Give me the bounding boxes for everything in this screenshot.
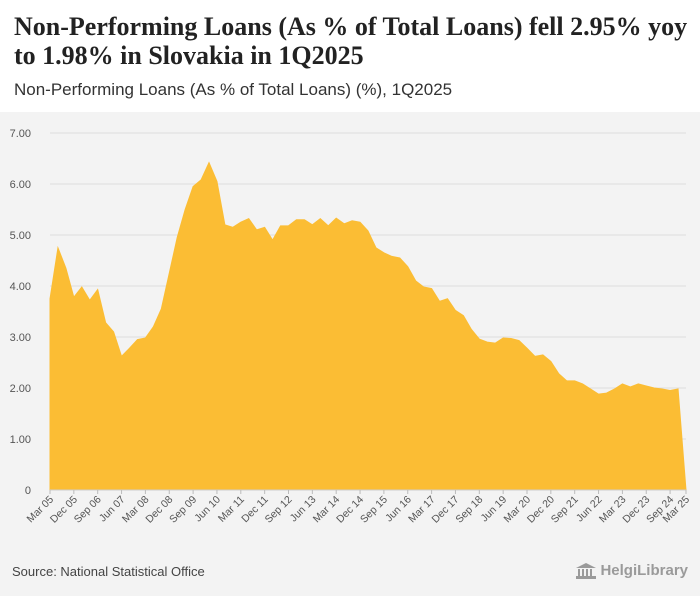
x-tick-label: Sep 06 (72, 494, 104, 526)
chart-subtitle: Non-Performing Loans (As % of Total Loan… (14, 80, 453, 99)
library-building-icon (576, 562, 597, 579)
source-note: Source: National Statistical Office (12, 564, 205, 579)
x-tick-label: Sep 09 (167, 494, 199, 526)
y-tick-label: 6.00 (10, 179, 31, 191)
chart-title: Non-Performing Loans (As % of Total Loan… (14, 12, 688, 70)
y-tick-label: 2.00 (10, 383, 31, 395)
series-area (49, 161, 687, 491)
y-tick-label: 0 (25, 485, 31, 497)
y-tick-label: 5.00 (10, 230, 31, 242)
x-tick-label: Sep 21 (549, 494, 581, 526)
chart-header: Non-Performing Loans (As % of Total Loan… (0, 0, 700, 112)
y-tick-label: 4.00 (10, 281, 31, 293)
brand-logo: HelgiLibrary (576, 562, 688, 579)
x-tick-label: Sep 18 (453, 494, 485, 526)
y-tick-label: 1.00 (10, 434, 31, 446)
x-tick-label: Sep 12 (263, 494, 295, 526)
x-tick-label: Sep 15 (358, 494, 390, 526)
brand-name: HelgiLibrary (600, 562, 688, 579)
y-tick-label: 7.00 (10, 128, 31, 140)
y-tick-label: 3.00 (10, 332, 31, 344)
